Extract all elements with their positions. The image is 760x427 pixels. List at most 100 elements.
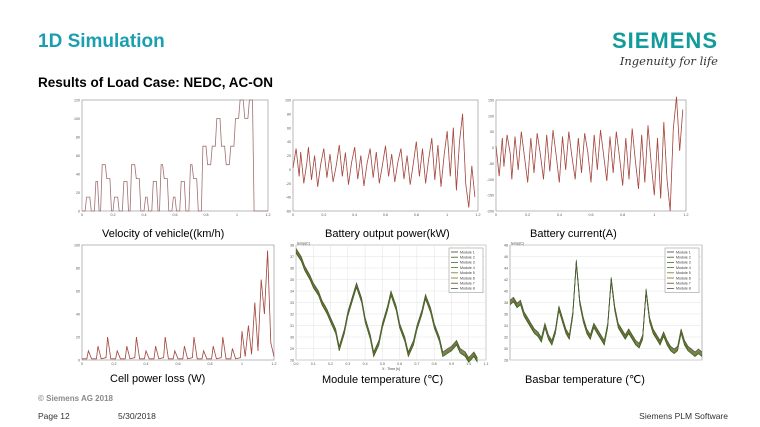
- series-segment: [232, 348, 236, 359]
- series-segment: [388, 154, 392, 177]
- series-segment: [158, 357, 164, 360]
- x-tick-label: 1.2: [684, 213, 689, 217]
- series-segment: [348, 162, 352, 185]
- x-tick-label: 0.0: [294, 362, 299, 366]
- series-segment: [612, 131, 617, 173]
- series-segment: [549, 130, 554, 172]
- chart-current-svg: -200 -150 -100 -50 0 50 100 150 0 0.2 0.4 0.6 0.8 1 1.…: [487, 96, 689, 217]
- y-tick-label: -200: [487, 210, 494, 214]
- series-segment: [101, 357, 107, 360]
- x-tick-label: 0.6: [383, 213, 388, 217]
- y-tick-label: 80: [287, 112, 291, 116]
- series-segment: [654, 138, 658, 196]
- brand-logo: SIEMENS Ingenuity for life: [612, 29, 718, 69]
- x-tick-label: 0.4: [142, 213, 147, 217]
- series-segment: [593, 134, 598, 170]
- slide-date: 5/30/2018: [118, 411, 156, 421]
- series-segment: [555, 155, 560, 183]
- series-segment: [267, 250, 272, 343]
- x-tick-label: 0.6: [589, 213, 594, 217]
- legend-entry: Module 2: [460, 256, 475, 260]
- series-segment: [638, 134, 642, 189]
- series-segment: [635, 160, 639, 189]
- legend-entry: Module 1: [676, 250, 691, 254]
- x-tick-label: 1: [236, 213, 238, 217]
- series-segment: [254, 302, 259, 351]
- y-tick-label: 0: [78, 359, 80, 363]
- series-segment: [187, 357, 193, 360]
- y-tick-label: 46: [504, 255, 508, 259]
- y-tick-label: 34: [504, 324, 508, 328]
- series-segment: [116, 350, 121, 359]
- series-segment: [584, 133, 589, 153]
- series-segment: [382, 145, 386, 166]
- series-segment: [509, 153, 513, 180]
- series-segment: [124, 346, 128, 359]
- plot-frame: [81, 244, 275, 361]
- y-tick-label: -100: [487, 178, 494, 182]
- series-segment: [363, 163, 368, 187]
- series-segment: [552, 130, 557, 156]
- y-tick-label: 20: [76, 336, 80, 340]
- y-tick-label: 32: [504, 336, 508, 340]
- series-segment: [379, 165, 383, 184]
- series-segment: [184, 346, 188, 359]
- caption-loss: Cell power loss (W): [110, 373, 206, 385]
- series-segment: [616, 131, 620, 158]
- x-tick-label: 1: [446, 213, 448, 217]
- series-segment: [270, 342, 275, 357]
- series-segment: [216, 357, 222, 360]
- series-segment: [220, 336, 224, 358]
- series-segment: [533, 133, 538, 173]
- series-segment: [357, 155, 362, 180]
- x-tick-label: 1.2: [272, 362, 277, 366]
- slide-title: 1D Simulation: [38, 31, 165, 52]
- series-segment: [172, 350, 176, 359]
- series-segment: [300, 152, 305, 184]
- y-tick-label: -60: [286, 210, 291, 214]
- series-segment: [650, 163, 655, 196]
- series-segment: [540, 153, 544, 180]
- x-tick-label: 0.2: [111, 213, 116, 217]
- series-segment: [660, 122, 665, 199]
- series-segment: [323, 148, 328, 178]
- series-segment: [311, 155, 315, 180]
- series-segment: [107, 336, 112, 359]
- y-tick-label: -50: [489, 162, 494, 166]
- series-segment: [657, 138, 661, 199]
- series-segment: [587, 152, 592, 183]
- series-segment: [391, 154, 396, 182]
- series-segment: [663, 122, 668, 180]
- y-tick-label: 40: [76, 173, 80, 177]
- series-segment: [240, 331, 243, 358]
- series-segment: [86, 350, 89, 359]
- series-segment: [264, 250, 268, 315]
- x-axis-label: X : Time [s]: [382, 367, 400, 371]
- series-segment: [332, 165, 337, 182]
- series-segment: [521, 131, 525, 158]
- series-segment: [625, 138, 630, 180]
- series-segment: [320, 148, 325, 164]
- series-segment: [257, 279, 262, 351]
- series-segment: [446, 131, 451, 177]
- series-segment: [647, 125, 652, 164]
- series-segment: [88, 350, 92, 359]
- series-segment: [462, 113, 466, 184]
- legend-box: [664, 247, 700, 293]
- chart-loss: 0 20 40 60 80 100 0 0.2 0.4 0.6 0.8 1 1.2: [68, 240, 278, 372]
- legend-box: [448, 247, 484, 293]
- series-segment: [449, 127, 454, 177]
- y-tick-label: 60: [76, 154, 80, 158]
- page-number: Page 12: [38, 411, 70, 421]
- series-segment: [105, 336, 108, 358]
- legend-entry: Module 7: [460, 282, 475, 286]
- series-segment: [606, 136, 611, 181]
- y-tick-label: 32: [290, 313, 294, 317]
- y-tick-label: 31: [290, 324, 294, 328]
- series-segment: [385, 145, 389, 177]
- series-segment: [97, 346, 102, 359]
- series-segment: [434, 145, 439, 180]
- series-segment: [422, 148, 426, 184]
- y-tick-label: 30: [290, 336, 294, 340]
- series-segment: [465, 183, 470, 208]
